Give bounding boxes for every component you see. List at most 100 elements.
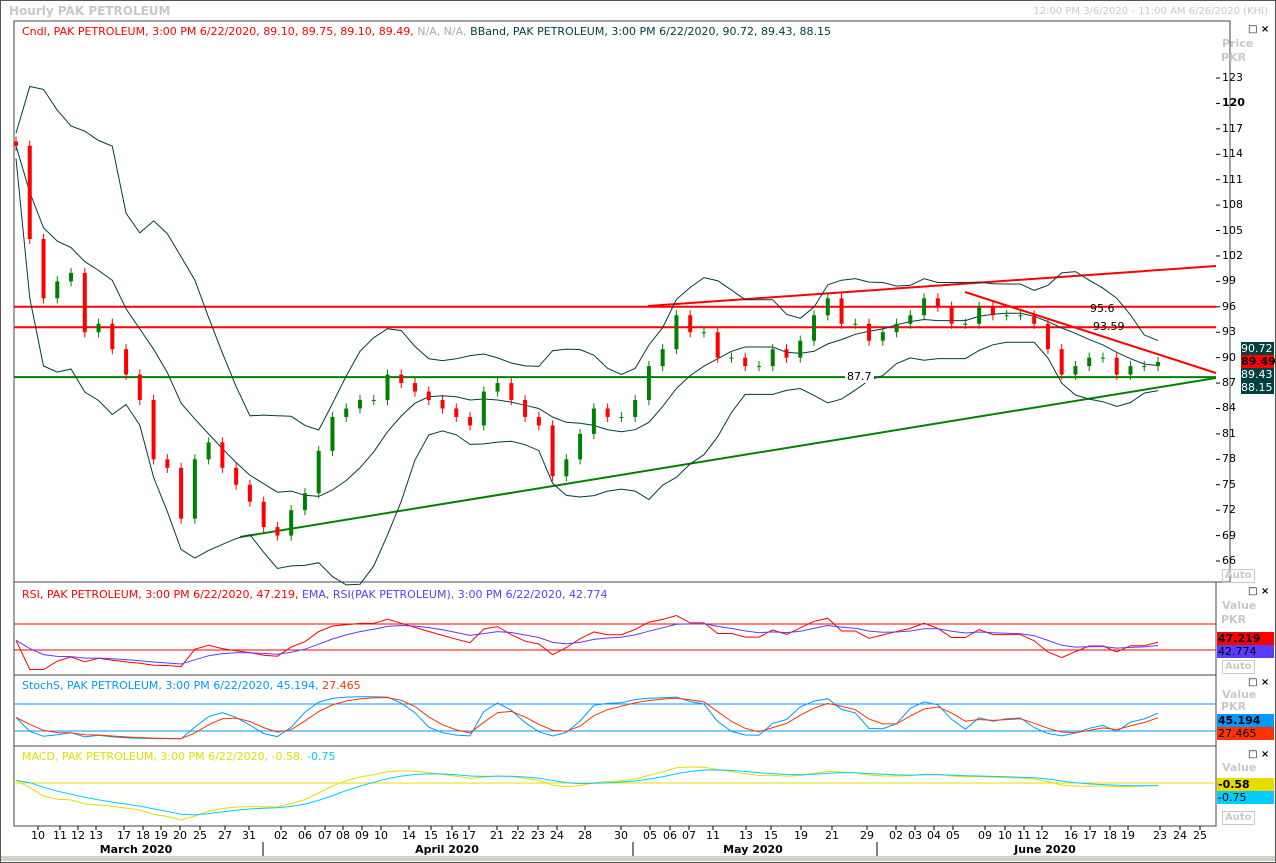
candle-body (371, 400, 376, 402)
x-tick-label: 24 (550, 829, 564, 842)
x-tick-label: 25 (193, 829, 207, 842)
panel-maximize-close-buttons[interactable]: □ × (1248, 24, 1270, 35)
y-tick-label: 66 (1222, 554, 1236, 568)
candle-body (564, 459, 569, 477)
y-tick-label: 105 (1222, 223, 1243, 237)
candle-body (41, 239, 46, 299)
rsi-axis-unit: PKR (1221, 613, 1247, 626)
candle-body (495, 383, 500, 392)
candle-body (812, 315, 817, 341)
y-tick-label: 81 (1222, 426, 1236, 440)
x-tick-label: 11 (53, 829, 67, 842)
rsi-ema-line (15, 623, 1159, 665)
candle-body (1142, 366, 1147, 368)
x-tick-label: 15 (764, 829, 778, 842)
candle-body (124, 349, 129, 375)
y-tick-label: 78 (1222, 452, 1236, 466)
candle-body (715, 332, 720, 358)
stoch-panel-buttons[interactable]: □ × (1248, 677, 1270, 688)
candle-body (137, 374, 142, 401)
x-tick-label: 23 (531, 829, 545, 842)
y-tick-label: 72 (1222, 503, 1236, 517)
x-tick-label: 04 (927, 829, 941, 842)
candle-body (536, 416, 541, 426)
rsi-line (15, 614, 1159, 670)
candle-body (316, 450, 321, 494)
candle-body (27, 145, 32, 240)
stoch-d-tag: 27.465 (1217, 727, 1274, 740)
candle-body (413, 383, 418, 392)
x-tick-label: 18 (136, 829, 150, 842)
x-tick-label: 16 (1064, 829, 1078, 842)
x-tick-label: 05 (946, 829, 960, 842)
candle-body (165, 459, 170, 468)
stoch-legend: StochS, PAK PETROLEUM, 3:00 PM 6/22/2020… (22, 679, 319, 692)
candle-body (550, 425, 555, 477)
bband-middle-tag: 89.43 (1241, 368, 1274, 381)
candle-body (110, 323, 115, 350)
candle-body (1059, 349, 1064, 375)
candle-body (756, 366, 761, 368)
candle-body (302, 493, 307, 511)
candle-body (935, 298, 940, 307)
candle-body (825, 298, 830, 316)
candle-body (922, 298, 927, 316)
macd-value-tag: -0.58 (1217, 778, 1274, 791)
y-tick-label: 111 (1222, 172, 1243, 186)
macd-signal-tag: -0.75 (1217, 791, 1274, 804)
last-price-tag: 89.49 (1241, 355, 1276, 368)
rsi-panel-buttons[interactable]: □ × (1248, 586, 1270, 597)
candle-body (743, 357, 748, 367)
candle-body (151, 400, 156, 460)
y-tick-label: 87 (1222, 376, 1236, 390)
candle-body (481, 391, 486, 426)
stoch-k-line (15, 696, 1159, 740)
auto-scale-button[interactable]: Auto (1222, 569, 1255, 583)
candle-body (179, 467, 184, 519)
bband-upper-tag: 90.72 (1241, 342, 1274, 355)
y-tick-label: 99 (1222, 274, 1236, 288)
x-tick-label: 11 (1017, 829, 1031, 842)
candle-body (220, 442, 225, 468)
level-label-93-59: 93.59 (1093, 320, 1125, 333)
candle-body (701, 332, 706, 334)
x-tick-label: 23 (1153, 829, 1167, 842)
candle-body (344, 408, 349, 417)
candle-body (729, 357, 734, 359)
x-tick-label: 11 (706, 829, 720, 842)
candle-body (275, 527, 280, 536)
x-tick-label: 25 (1193, 829, 1207, 842)
candle-body (770, 349, 775, 367)
x-tick-label: 31 (242, 829, 256, 842)
rsi-auto-button[interactable]: Auto (1222, 660, 1255, 674)
bband-lower (15, 158, 1159, 586)
x-tick-label: 02 (274, 829, 288, 842)
macd-signal-line (15, 769, 1159, 816)
x-tick-label: 09 (355, 829, 369, 842)
candle-body (247, 484, 252, 502)
trendline-descending (964, 291, 1217, 374)
stoch-axis-title: Value (1222, 688, 1257, 701)
candle-body (440, 400, 445, 409)
stoch-k-tag: 45.194 (1217, 714, 1274, 727)
macd-auto-button[interactable]: Auto (1222, 811, 1255, 825)
candle-body (206, 442, 211, 460)
candle-body (1100, 357, 1105, 359)
macd-panel-buttons[interactable]: □ × (1248, 749, 1270, 760)
candle-body (82, 272, 87, 333)
candle-body (1045, 323, 1050, 350)
macd-signal-legend: -0.75 (307, 750, 336, 763)
candle-body (509, 383, 514, 401)
rsi-ema-value-tag: 42.774 (1217, 645, 1274, 658)
x-tick-label: 22 (511, 829, 525, 842)
y-tick-label: 69 (1222, 528, 1236, 542)
candle-body (1114, 357, 1119, 375)
bband-upper (15, 85, 1159, 431)
x-tick-label: 07 (682, 829, 696, 842)
candle-body (908, 315, 913, 324)
bband-lower-tag: 88.15 (1241, 381, 1274, 394)
x-tick-label: 20 (173, 829, 187, 842)
x-tick-label: 13 (739, 829, 753, 842)
trendline-ascending (239, 377, 1217, 538)
